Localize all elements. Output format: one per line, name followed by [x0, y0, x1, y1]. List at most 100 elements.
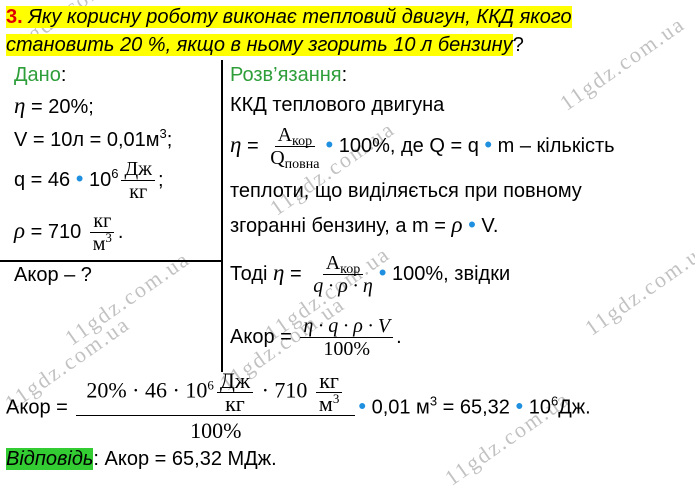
- solution-line: η = Акор Qповна • 100%, де Q = q • m – кіл…: [230, 124, 615, 172]
- solution-line: ККД теплового двигуна: [230, 92, 444, 118]
- problem-text: становить 20 %, якщо в ньому згорить 10 …: [6, 34, 513, 56]
- denominator: кг: [129, 181, 148, 203]
- fraction: 20% · 46 · 106 Дж кг · 710 кг м3 100%: [76, 370, 356, 446]
- text: .: [117, 220, 124, 243]
- answer-label: Відповідь: [6, 448, 94, 470]
- text: згоранні бензину, а m =: [230, 215, 452, 237]
- text: V = 10л = 0,01м: [14, 129, 160, 151]
- fraction: Дж кг: [216, 370, 254, 416]
- numerator: Акор: [322, 252, 364, 277]
- text: 10: [523, 396, 551, 419]
- solution-line: Тоді η = Акор q · ρ · η • 100%, звідки: [230, 252, 510, 297]
- colon: :: [341, 64, 348, 86]
- text: 100%, звідки: [386, 262, 511, 285]
- text: 20% · 46 · 10: [86, 377, 208, 403]
- given-find: Акор – ?: [14, 262, 92, 288]
- problem-line: 3. Яку корисну роботу виконає тепловий д…: [6, 4, 572, 30]
- problem-text: Яку корисну роботу виконає тепловий двиг…: [22, 6, 572, 28]
- numerator: Акор: [274, 124, 316, 149]
- numerator: 20% · 46 · 106 Дж кг · 710 кг м3: [76, 370, 356, 416]
- given-volume: V = 10л = 0,01м3;: [14, 127, 172, 153]
- text: А: [325, 252, 341, 274]
- numerator: кг: [316, 370, 342, 393]
- denominator: q · ρ · η: [313, 275, 373, 297]
- text: · 710: [256, 377, 313, 403]
- bullet: •: [378, 259, 387, 285]
- text: .: [396, 325, 402, 348]
- text: 0,01 м: [366, 396, 430, 419]
- bullet: •: [484, 131, 493, 157]
- fraction: Дж кг: [121, 158, 155, 203]
- bullet: •: [515, 393, 524, 419]
- text: V.: [475, 215, 499, 237]
- numerator: Дж: [216, 370, 254, 393]
- exponent: 3: [332, 391, 340, 406]
- problem-number: 3.: [6, 6, 23, 28]
- watermark: 11gdz.com.ua: [555, 10, 690, 116]
- text: м: [318, 391, 333, 416]
- problem-end: ?: [512, 34, 524, 56]
- subscript: кор: [292, 134, 313, 149]
- text: = 65,32: [437, 396, 516, 419]
- denominator: 100%: [190, 418, 242, 443]
- text: Дж.: [558, 396, 591, 419]
- exponent: 3: [105, 230, 112, 245]
- fraction: кг м3: [90, 210, 115, 255]
- answer-text: Акор = 65,32 МДж.: [98, 448, 277, 470]
- divider-horizontal: [0, 260, 222, 262]
- denominator: кг: [225, 391, 245, 416]
- denominator: м3: [90, 230, 115, 255]
- problem-line: становить 20 %, якщо в ньому згорить 10 …: [6, 32, 524, 58]
- exponent: 6: [207, 377, 214, 393]
- subscript: кор: [340, 262, 361, 277]
- solution-line: теплоти, що виділяється при повному: [230, 178, 582, 204]
- symbol: η: [230, 131, 242, 157]
- given-q: q = 46 • 106 Дж кг;: [14, 158, 164, 203]
- symbol: η: [14, 93, 26, 118]
- text: 100%, де Q = q: [333, 134, 485, 157]
- given-eta: η = 20%;: [14, 93, 94, 120]
- divider-vertical: [221, 60, 223, 372]
- denominator: м3: [316, 391, 342, 416]
- bullet: •: [325, 131, 334, 157]
- given-label: Дано:: [14, 62, 66, 88]
- symbol: ρ: [451, 212, 463, 237]
- numerator: Дж: [121, 158, 155, 181]
- text: m – кількість: [492, 134, 615, 157]
- bullet: •: [358, 393, 367, 419]
- text: q = 46: [14, 168, 76, 191]
- problem-text: 3. Яку корисну роботу виконає тепловий д…: [6, 6, 572, 28]
- denominator: 100%: [323, 338, 371, 360]
- text: ККД теплового двигуна: [230, 94, 445, 116]
- colon: :: [93, 448, 99, 470]
- symbol: η: [273, 259, 285, 285]
- fraction: Акор q · ρ · η: [310, 252, 376, 297]
- fraction: кг м3: [316, 370, 342, 415]
- subscript: повна: [284, 157, 320, 172]
- solution-label: Розв’язання:: [230, 62, 347, 88]
- text: = 20%;: [25, 96, 94, 118]
- numerator: η · q · ρ · V: [300, 315, 394, 338]
- exponent: 3: [159, 126, 167, 141]
- exponent: 3: [429, 393, 438, 409]
- solution-line: згоранні бензину, а m = ρ • V.: [230, 212, 498, 239]
- symbol: ρ: [14, 217, 26, 243]
- watermark: 11gdz.com.ua: [580, 235, 695, 341]
- answer-line: Відповідь: Акор = 65,32 МДж.: [6, 446, 277, 472]
- exponent: 6: [550, 393, 559, 409]
- text: Акор – ?: [14, 264, 92, 286]
- text: Акор =: [230, 325, 298, 348]
- text: = 710: [25, 220, 87, 243]
- label: Розв’язання: [230, 64, 342, 86]
- denominator: Qповна: [267, 147, 322, 172]
- bullet: •: [75, 165, 84, 191]
- text: м: [92, 233, 106, 255]
- text: теплоти, що виділяється при повному: [230, 180, 582, 202]
- solution-line: Акор = η · q · ρ · V 100%.: [230, 315, 402, 360]
- text: =: [241, 134, 265, 157]
- text: ;: [166, 129, 173, 151]
- fraction: Акор Qповна: [267, 124, 322, 172]
- bullet: •: [468, 212, 476, 237]
